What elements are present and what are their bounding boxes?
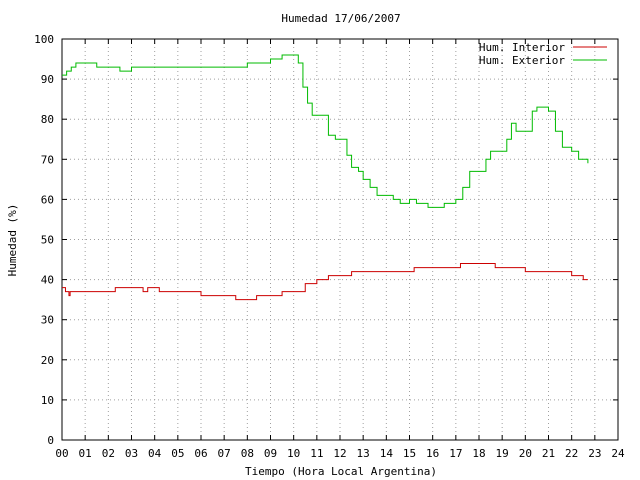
x-tick-label: 08	[241, 447, 254, 460]
series-line	[62, 54, 589, 208]
legend-label: Hum. Exterior	[479, 54, 565, 67]
x-tick-label: 22	[565, 447, 578, 460]
y-tick-label: 0	[47, 434, 54, 447]
x-tick-label: 10	[287, 447, 300, 460]
series-group	[62, 54, 589, 301]
x-tick-label: 14	[380, 447, 394, 460]
y-tick-label: 90	[41, 73, 54, 86]
x-tick-label: 19	[496, 447, 509, 460]
y-tick-label: 100	[34, 33, 54, 46]
chart-title: Humedad 17/06/2007	[281, 12, 400, 25]
x-axis-label: Tiempo (Hora Local Argentina)	[245, 465, 437, 478]
x-tick-label: 16	[426, 447, 439, 460]
legend-label: Hum. Interior	[479, 41, 565, 54]
y-tick-label: 80	[41, 113, 54, 126]
grid	[62, 39, 618, 440]
x-tick-label: 01	[79, 447, 92, 460]
x-tick-label: 18	[472, 447, 485, 460]
x-tick-label: 11	[310, 447, 323, 460]
x-tick-label: 13	[357, 447, 370, 460]
axes: 00 01 02 03 04 05 06 07 08 09 10 11 12 13 14 15 16 17 18 19…	[34, 33, 625, 460]
x-tick-label: 15	[403, 447, 416, 460]
x-tick-label: 00	[55, 447, 68, 460]
x-tick-label: 24	[611, 447, 625, 460]
x-tick-label: 02	[102, 447, 115, 460]
x-tick-label: 05	[171, 447, 184, 460]
x-tick-label: 17	[449, 447, 462, 460]
x-tick-label: 07	[218, 447, 231, 460]
y-tick-label: 40	[41, 274, 54, 287]
x-tick-label: 03	[125, 447, 138, 460]
y-tick-label: 50	[41, 234, 54, 247]
y-axis-label: Humedad (%)	[6, 204, 19, 277]
series-line	[62, 263, 588, 301]
x-tick-label: 09	[264, 447, 277, 460]
x-tick-label: 06	[194, 447, 207, 460]
x-tick-label: 04	[148, 447, 162, 460]
y-tick-label: 70	[41, 153, 54, 166]
x-tick-label: 20	[519, 447, 532, 460]
x-tick-label: 21	[542, 447, 555, 460]
x-tick-label: 12	[333, 447, 346, 460]
y-tick-label: 30	[41, 314, 54, 327]
y-tick-label: 10	[41, 394, 54, 407]
x-tick-label: 23	[588, 447, 601, 460]
y-tick-label: 60	[41, 193, 54, 206]
y-tick-label: 20	[41, 354, 54, 367]
